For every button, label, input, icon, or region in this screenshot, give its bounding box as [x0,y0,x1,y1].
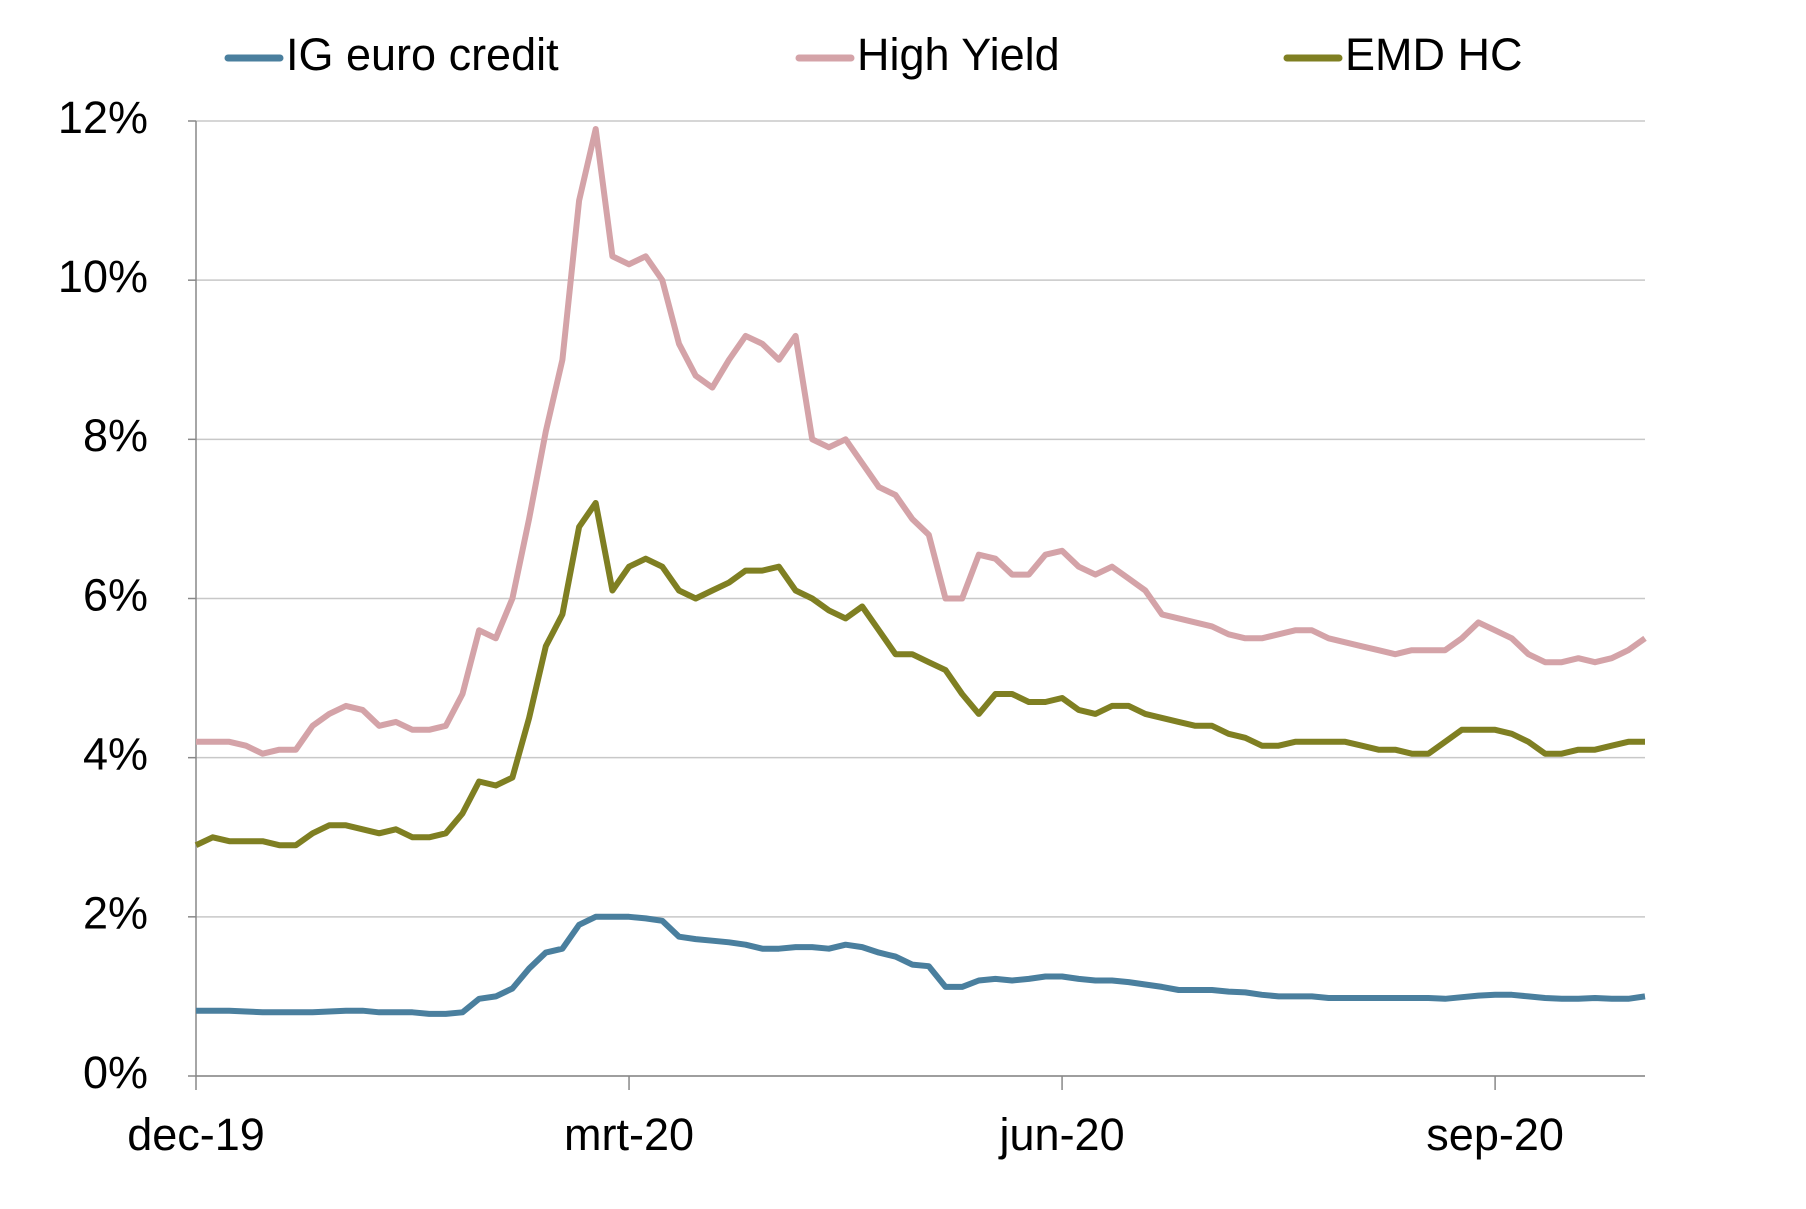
x-tick-label: jun-20 [998,1109,1125,1160]
y-tick-label: 8% [83,410,148,461]
y-tick-label: 2% [83,888,148,939]
series-line [194,500,1645,849]
y-tick-label: 0% [83,1047,148,1098]
x-tick-label: sep-20 [1426,1109,1564,1160]
x-tick-label: mrt-20 [564,1109,694,1160]
y-tick-label: 4% [83,729,148,780]
legend-label: EMD HC [1345,29,1523,80]
legend-label: IG euro credit [286,29,559,80]
x-tick-label: dec-19 [127,1109,265,1160]
y-tick-label: 10% [58,251,148,302]
legend-label: High Yield [857,29,1060,80]
y-tick-label: 6% [83,569,148,620]
series-line [196,126,1647,757]
y-tick-label: 12% [58,92,148,143]
series-line [196,913,1646,1017]
